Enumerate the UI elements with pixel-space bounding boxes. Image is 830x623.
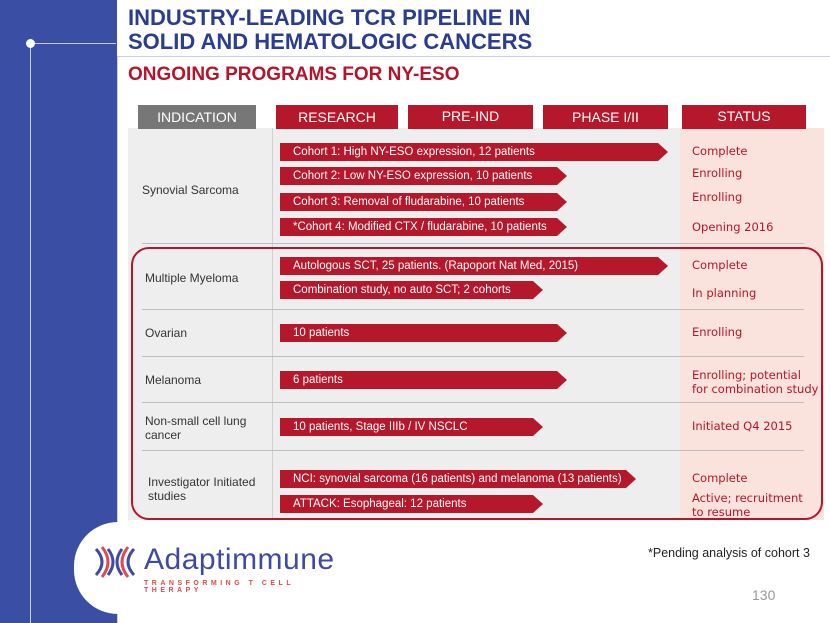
status-attack-line-2: to resume [692, 505, 751, 519]
status-nsclc: Initiated Q4 2015 [692, 419, 793, 433]
status-autologous-sct: Complete [692, 258, 748, 272]
program-bar-nsclc: 10 patients, Stage IIIb / IV NSCLC [280, 418, 543, 436]
logo-tagline: TRANSFORMING T CELL THERAPY [144, 580, 294, 594]
status-cohort-1: Complete [692, 144, 748, 158]
status-attack-line-1: Active; recruitment [692, 491, 803, 505]
indication-nsclc-line-2: cancer [145, 428, 182, 442]
program-bar-cohort-3: Cohort 3: Removal of fludarabine, 10 pat… [280, 193, 567, 211]
row-separator [142, 243, 804, 244]
sidebar-vertical-line [30, 43, 31, 623]
status-ovarian: Enrolling [692, 325, 743, 339]
indication-synovial-sarcoma: Synovial Sarcoma [142, 183, 239, 197]
status-melanoma-line-1: Enrolling; potential [692, 368, 801, 382]
header-pre-ind: PRE-IND [408, 105, 533, 129]
indication-ovarian: Ovarian [145, 326, 188, 340]
header-indication: INDICATION [138, 105, 256, 129]
status-cohort-4: Opening 2016 [692, 220, 774, 234]
title-line-2: SOLID AND HEMATOLOGIC CANCERS [128, 29, 533, 54]
title-line-1: INDUSTRY-LEADING TCR PIPELINE IN [128, 5, 531, 30]
program-bar-cohort-1: Cohort 1: High NY-ESO expression, 12 pat… [280, 143, 668, 161]
status-cohort-3: Enrolling [692, 190, 743, 204]
row-separator [142, 402, 804, 403]
program-bar-cohort-2: Cohort 2: Low NY-ESO expression, 10 pati… [280, 167, 567, 185]
status-cohort-2: Enrolling [692, 166, 743, 180]
program-bar-ovarian: 10 patients [280, 324, 567, 342]
indication-investigator-initiated: Investigator Initiated studies [148, 475, 255, 503]
logo-area: Adaptimmune TRANSFORMING T CELL THERAPY [74, 522, 354, 614]
indication-iis-line-2: studies [148, 489, 187, 503]
status-attack: Active; recruitment to resume [692, 491, 803, 519]
row-separator [142, 309, 804, 310]
indication-multiple-myeloma: Multiple Myeloma [145, 271, 239, 285]
frame-vertical-line [117, 56, 118, 623]
header-phase: PHASE I/II [543, 105, 668, 129]
program-bar-attack: ATTACK: Esophageal: 12 patients [280, 495, 543, 513]
program-bar-melanoma: 6 patients [280, 371, 567, 389]
row-separator [142, 356, 804, 357]
indication-column-divider [272, 128, 273, 520]
indication-nsclc-line-1: Non-small cell lung [145, 414, 247, 428]
page-number: 130 [752, 587, 776, 603]
row-separator [142, 450, 804, 451]
sidebar-dot [26, 39, 35, 48]
footnote: *Pending analysis of cohort 3 [648, 546, 810, 560]
indication-nsclc: Non-small cell lung cancer [145, 414, 246, 442]
slide-subtitle: ONGOING PROGRAMS FOR NY-ESO [128, 64, 460, 85]
status-melanoma-line-2: for combination study [692, 382, 819, 396]
program-bar-autologous-sct: Autologous SCT, 25 patients. (Rapoport N… [280, 257, 668, 275]
indication-melanoma: Melanoma [145, 373, 202, 387]
status-combination-study: In planning [692, 286, 757, 300]
program-bar-combination-study: Combination study, no auto SCT; 2 cohort… [280, 281, 543, 299]
highlight-outline [131, 247, 823, 520]
indication-iis-line-1: Investigator Initiated [148, 475, 256, 489]
slide-title: INDUSTRY-LEADING TCR PIPELINE IN SOLID A… [128, 6, 532, 54]
left-sidebar [0, 0, 117, 623]
status-nci: Complete [692, 471, 748, 485]
status-melanoma: Enrolling; potential for combination stu… [692, 368, 818, 396]
program-bar-nci: NCI: synovial sarcoma (16 patients) and … [280, 470, 636, 488]
header-research: RESEARCH [276, 105, 398, 129]
adaptimmune-logo-icon [94, 546, 136, 578]
frame-horizontal-line [117, 56, 830, 57]
status-column-background [680, 128, 824, 520]
header-status: STATUS [682, 105, 806, 129]
logo-name: Adaptimmune [144, 543, 335, 576]
program-bar-cohort-4: *Cohort 4: Modified CTX / fludarabine, 1… [280, 218, 567, 236]
sidebar-horizontal-line [30, 43, 116, 44]
